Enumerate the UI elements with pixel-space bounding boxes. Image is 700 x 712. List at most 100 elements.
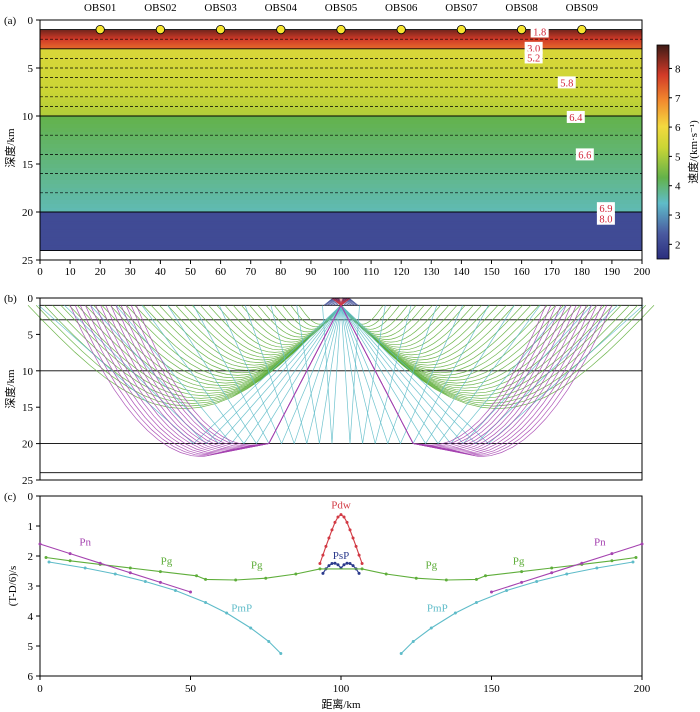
layer-3-strip	[40, 223, 642, 226]
series-pn	[38, 542, 644, 594]
layer-2-strip	[40, 196, 642, 201]
x-tick-label: 50	[185, 683, 197, 695]
velocity-label-text: 5.8	[560, 78, 573, 89]
layer-3-strip	[40, 240, 642, 243]
pn-ray	[340, 305, 582, 452]
layer-1-strip	[40, 82, 642, 86]
y-tick-label: 10	[22, 111, 34, 123]
layer-1-strip	[40, 102, 642, 106]
layer-3-strip	[40, 236, 642, 239]
pn-ray	[115, 305, 342, 449]
pn-ray	[110, 305, 342, 450]
pg-ray	[200, 305, 342, 356]
station-label-obs07: OBS07	[445, 2, 478, 14]
y-tick-label: 1	[28, 521, 34, 533]
pmp-ray	[115, 305, 342, 445]
pmp-ray	[340, 305, 644, 445]
velocity-labels: 1.8 3.05.2 5.8 6.4 6.6 6.98.0	[524, 25, 615, 226]
panel-b-y-axis: 0 5 10 15 20 25	[22, 293, 40, 487]
layer-2-strip	[40, 164, 642, 169]
layer-2-strip	[40, 180, 642, 185]
pmp-curve	[48, 561, 282, 654]
station-label-obs01: OBS01	[84, 2, 116, 14]
layer-0-strip	[40, 41, 642, 43]
station-label-obs04: OBS04	[265, 2, 298, 14]
pmp-ray	[38, 305, 342, 445]
psp-curve	[322, 562, 360, 574]
layer-1-strip	[40, 54, 642, 58]
x-tick-label: 0	[37, 683, 43, 695]
x-tick-label: 90	[305, 266, 317, 278]
x-tick-label: 150	[483, 683, 500, 695]
layer-3-strip	[40, 212, 642, 215]
station-marker-obs02	[155, 25, 165, 35]
pg-ray	[85, 305, 342, 392]
travel-time-series	[38, 513, 644, 655]
layer-1-strip	[40, 88, 642, 92]
station-label-obs08: OBS08	[505, 2, 538, 14]
velocity-label-text: 6.9	[599, 204, 612, 215]
panel-b-ray-tracing: (b) 0 5 10 15 20 25 深度/km	[3, 293, 655, 487]
layer-0-strip	[40, 46, 642, 48]
station-marker-obs04	[276, 25, 286, 35]
layer-1-strip	[40, 93, 642, 97]
layer-0-strip	[40, 45, 642, 47]
layer-1-strip	[40, 99, 642, 103]
panel-a-y-axis: 0 5 10 15 20 25	[22, 15, 40, 267]
y-tick-label: 20	[22, 207, 34, 219]
station-marker-obs07	[456, 25, 466, 35]
y-tick-label: 15	[22, 402, 34, 414]
layer-2-strip	[40, 140, 642, 145]
phase-label-pg: Pg	[513, 555, 525, 567]
panel-c-x-axis: 0 50 100 150 200	[37, 676, 651, 695]
pn-ray	[340, 305, 552, 447]
pg-ray	[340, 305, 482, 356]
x-tick-label: 150	[483, 266, 500, 278]
layer-3-strip	[40, 228, 642, 231]
phase-label-psp: PsP	[333, 550, 350, 562]
station-marker-obs09	[577, 25, 587, 35]
pn-ray	[340, 305, 592, 454]
layer-1-strip	[40, 113, 642, 117]
pdw-ray	[340, 298, 351, 306]
pn-ray	[340, 305, 597, 455]
layer-3-strip	[40, 234, 642, 237]
velocity-label-8.0: 8.0	[596, 212, 615, 226]
layer-2-strip	[40, 204, 642, 209]
layer-0-strip	[40, 42, 642, 44]
phase-label-pn: Pn	[79, 537, 91, 549]
pmp-ray	[141, 305, 342, 445]
series-psp	[321, 561, 361, 575]
y-tick-label: 20	[22, 439, 34, 451]
velocity-label-text: 6.4	[569, 113, 583, 124]
station-label-obs02: OBS02	[144, 2, 176, 14]
layer-1-strip	[40, 74, 642, 78]
velocity-layers	[40, 29, 642, 251]
layer-1-strip	[40, 107, 642, 111]
y-tick-label: 3	[28, 581, 34, 593]
layer-1-strip	[40, 79, 642, 83]
pn-ray	[340, 305, 577, 451]
layer-0-strip	[40, 36, 642, 38]
pmp-ray	[340, 305, 567, 445]
x-tick-label: 60	[215, 266, 227, 278]
velocity-label-6.6: 6.6	[575, 148, 594, 161]
layer-3-strip	[40, 224, 642, 227]
pmp-ray	[340, 305, 412, 444]
pn-ray	[90, 305, 342, 454]
pmp-ray	[218, 305, 342, 445]
colorbar-tick-label: 4	[675, 181, 681, 193]
pn-ray	[79, 305, 342, 456]
pmp-ray	[340, 305, 438, 445]
layer-0-strip	[40, 35, 642, 37]
velocity-label-text: 6.6	[578, 150, 591, 161]
station-label-obs09: OBS09	[566, 2, 599, 14]
x-tick-label: 100	[333, 266, 350, 278]
y-tick-label: 0	[28, 491, 34, 503]
layer-3-strip	[40, 226, 642, 229]
layer-3-strip	[40, 221, 642, 224]
phase-label-pn: Pn	[594, 537, 606, 549]
velocity-label-3.0: 3.0	[524, 41, 543, 55]
colorbar-tick-label: 6	[675, 122, 681, 134]
